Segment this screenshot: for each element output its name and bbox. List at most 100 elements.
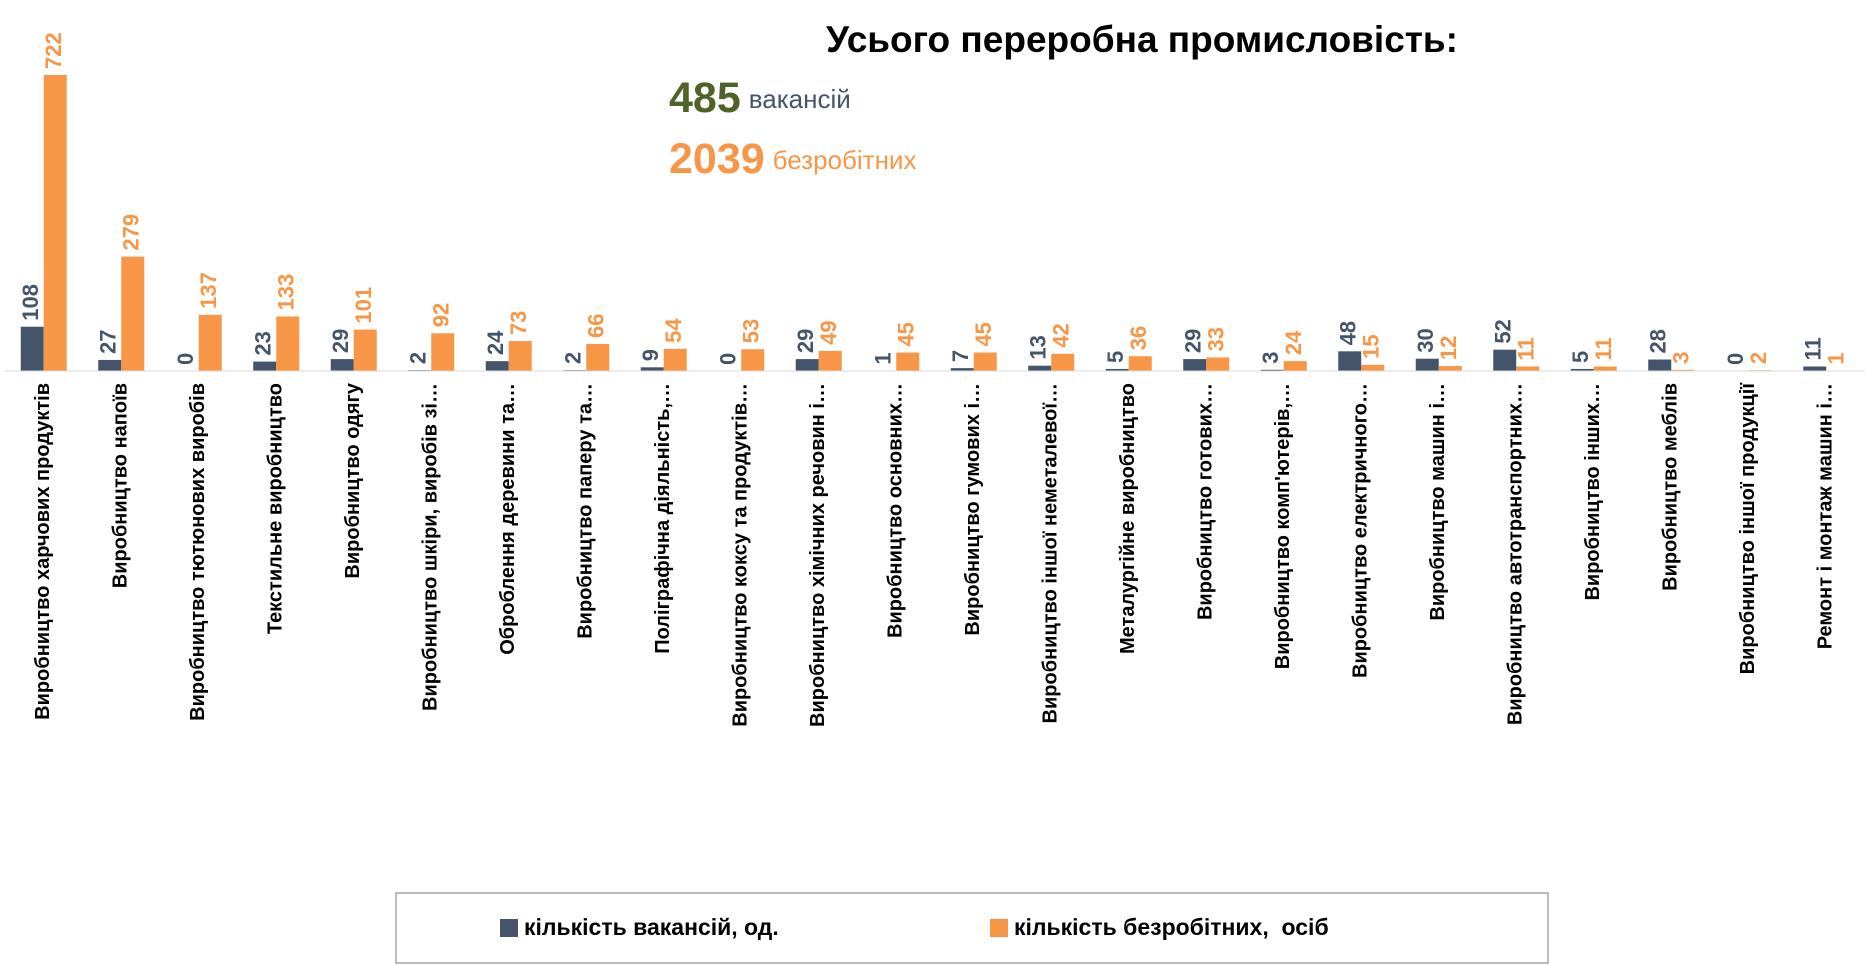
- value-label: 11: [1591, 337, 1616, 360]
- x-tick-label: Виробництво електричного…: [1350, 383, 1372, 678]
- bar: [198, 314, 222, 371]
- x-tick-label: Виробництво іншої продукції: [1737, 383, 1759, 675]
- value-label: 30: [1413, 328, 1438, 352]
- value-label: 0: [173, 353, 198, 365]
- annotation: 485 вакансій: [669, 74, 851, 122]
- annotation: 2039 безробітних: [669, 135, 916, 183]
- bar: [1570, 368, 1594, 371]
- bar: [485, 361, 509, 371]
- bar: [973, 352, 997, 371]
- legend-swatch: [990, 919, 1008, 937]
- legend-label: кількість безробітних, осіб: [1014, 914, 1329, 940]
- value-label: 13: [1026, 335, 1051, 359]
- value-label: 28: [1646, 329, 1671, 353]
- bar: [1338, 351, 1362, 371]
- bar: [1593, 366, 1617, 371]
- value-label: 11: [1514, 337, 1539, 360]
- bar: [1671, 369, 1695, 371]
- bar: [353, 329, 377, 371]
- value-label: 722: [41, 32, 66, 69]
- bar: [43, 75, 67, 371]
- value-label: 3: [1258, 352, 1283, 364]
- bar: [1260, 369, 1284, 371]
- bar: [431, 333, 455, 371]
- bar: [276, 316, 300, 371]
- value-label: 5: [1568, 351, 1593, 363]
- bar: [818, 350, 842, 371]
- value-label: 66: [584, 313, 609, 337]
- value-label: 27: [96, 329, 121, 353]
- x-tick-label: Виробництво напоїв: [110, 383, 132, 588]
- legend-label: кількість вакансій, од.: [524, 914, 779, 940]
- annotation-text: вакансій: [749, 84, 851, 114]
- value-label: 1: [1824, 352, 1849, 364]
- value-label: 108: [18, 284, 43, 321]
- value-label: 23: [251, 331, 276, 355]
- bar: [1051, 353, 1075, 371]
- x-tick-label: Виробництво готових…: [1195, 383, 1217, 620]
- bar: [795, 359, 819, 371]
- bar: [508, 341, 532, 371]
- value-label: 15: [1359, 334, 1384, 358]
- value-label: 133: [274, 274, 299, 311]
- bar: [1283, 361, 1307, 371]
- annotation-number: 485: [669, 74, 741, 122]
- value-label: 42: [1049, 323, 1074, 347]
- x-tick-label: Виробництво машин і…: [1427, 383, 1449, 621]
- bar: [1516, 366, 1540, 371]
- value-label: 48: [1336, 321, 1361, 345]
- bar: [330, 359, 354, 371]
- bar: [1183, 359, 1207, 371]
- bar: [1803, 366, 1827, 371]
- value-label: 279: [119, 214, 144, 251]
- value-label: 1: [871, 352, 896, 364]
- value-label: 0: [1723, 353, 1748, 365]
- x-tick-label: Виробництво автотранспортних…: [1505, 383, 1527, 725]
- bar: [1128, 356, 1152, 371]
- value-label: 3: [1669, 352, 1694, 364]
- bar: [663, 348, 687, 371]
- value-label: 92: [429, 303, 454, 327]
- value-label: 53: [739, 319, 764, 343]
- bar: [586, 343, 610, 371]
- value-label: 49: [816, 320, 841, 344]
- value-label: 0: [716, 353, 741, 365]
- x-tick-label: Виробництво основних…: [885, 383, 907, 638]
- x-tick-label: Виробництво одягу: [342, 382, 364, 578]
- bar: [1028, 365, 1052, 371]
- value-label: 137: [196, 272, 221, 309]
- legend-box: [395, 892, 1549, 964]
- value-label: 2: [406, 352, 431, 364]
- x-tick-label: Виробництво гумових і…: [962, 383, 984, 636]
- x-tick-label: Виробництво меблів: [1660, 383, 1682, 591]
- x-tick-label: Виробництво іншої неметалевої…: [1040, 383, 1062, 723]
- value-label: 5: [1103, 351, 1128, 363]
- value-label: 45: [971, 322, 996, 346]
- bar: [1493, 349, 1517, 371]
- value-label: 29: [1181, 329, 1206, 353]
- x-tick-label: Ремонт і монтаж машин і…: [1815, 383, 1837, 649]
- bar: [1361, 364, 1385, 371]
- value-label: 9: [638, 349, 663, 361]
- bar: [1648, 359, 1672, 371]
- value-label: 29: [328, 329, 353, 353]
- value-label: 54: [661, 318, 686, 343]
- bar: [896, 352, 920, 371]
- x-tick-label: Виробництво шкіри, виробів зі…: [420, 383, 442, 711]
- x-tick-label: Виробництво комп'ютерів,…: [1272, 383, 1294, 669]
- bar: [950, 368, 974, 371]
- bar: [1105, 368, 1129, 371]
- value-label: 33: [1204, 327, 1229, 351]
- x-tick-label: Виробництво паперу та…: [575, 383, 597, 639]
- bar: [1206, 357, 1230, 371]
- value-label: 7: [948, 350, 973, 362]
- bar: [1415, 358, 1439, 371]
- bar: [640, 367, 664, 371]
- bar: [741, 349, 765, 371]
- value-label: 2: [561, 352, 586, 364]
- bar: [98, 359, 122, 371]
- x-tick-label: Металургійне виробництво: [1117, 383, 1139, 654]
- x-tick-label: Виробництво тютюнових виробів: [187, 383, 209, 721]
- value-label: 73: [506, 311, 531, 335]
